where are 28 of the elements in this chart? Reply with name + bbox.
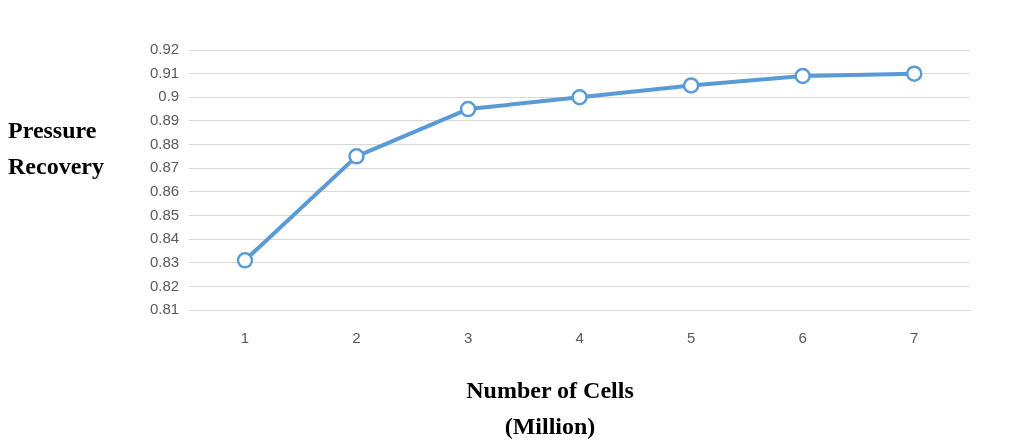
x-tick-label: 5	[686, 329, 696, 347]
x-tick-label: 1	[240, 329, 250, 347]
point	[905, 65, 923, 82]
x-axis-title: Number of Cells (Million)	[465, 376, 635, 441]
y-tick-label: 0.86	[149, 181, 180, 199]
x-tick-label: 6	[798, 329, 807, 347]
y-tick-label: 0.89	[149, 111, 180, 129]
y-tick-label: 0.88	[149, 134, 180, 152]
point	[236, 252, 254, 269]
y-tick-label: 0.82	[149, 276, 180, 294]
point	[794, 67, 811, 85]
y-axis-title: Pressure Recovery	[8, 116, 105, 181]
y-tick-label: 0.91	[149, 63, 180, 81]
y-tick-label: 0.9	[158, 87, 180, 105]
x-tick-label: 4	[575, 329, 584, 347]
x-tick-label: 3	[463, 329, 473, 347]
point	[348, 148, 365, 165]
y-tick-label: 0.81	[149, 300, 180, 318]
point	[682, 77, 700, 94]
x-tick-label: 7	[910, 329, 919, 347]
point	[459, 100, 477, 118]
y-tick-label: 0.87	[149, 158, 180, 176]
y-tick-label: 0.83	[149, 252, 180, 270]
x-tick-label: 2	[352, 329, 361, 347]
y-tick-label: 0.84	[149, 229, 180, 247]
y-tick-label: 0.85	[149, 205, 180, 223]
y-tick-label: 0.92	[149, 40, 180, 58]
point	[571, 89, 588, 106]
